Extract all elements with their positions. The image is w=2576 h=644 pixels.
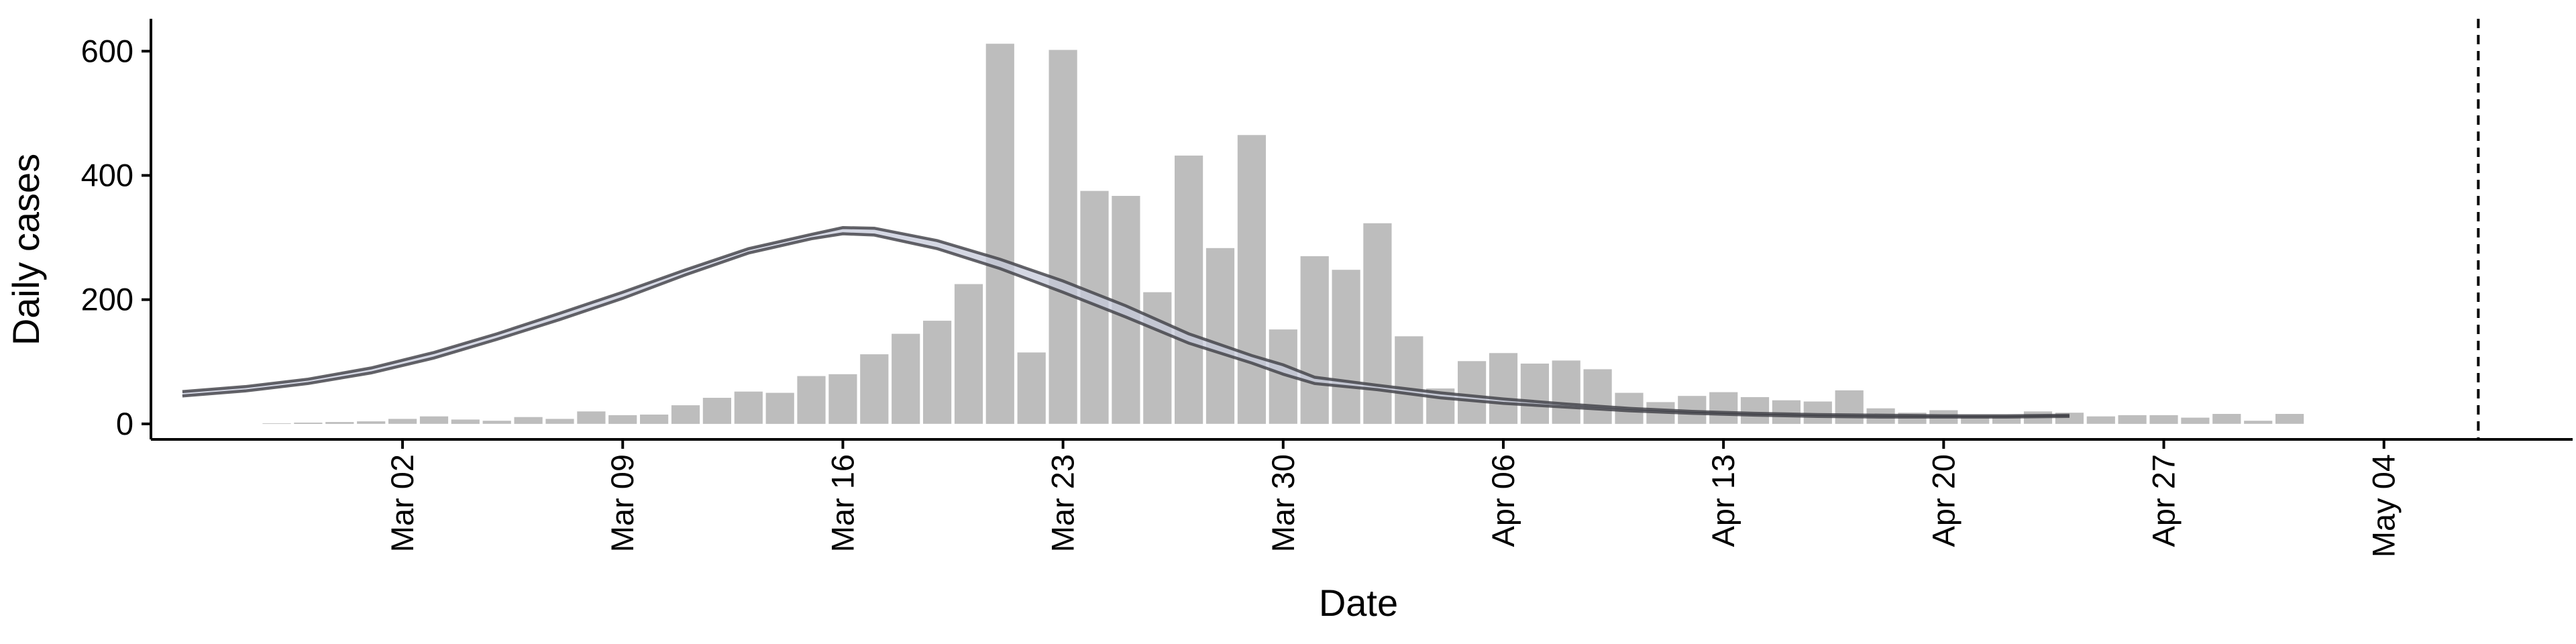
bar (2275, 414, 2304, 424)
bar (734, 391, 763, 424)
bar (2086, 416, 2115, 424)
bar (388, 419, 417, 424)
bar (1489, 353, 1518, 424)
bar (1175, 155, 1203, 424)
bar (294, 423, 323, 424)
bar (765, 392, 794, 424)
bar (828, 374, 857, 424)
x-tick-label: May 04 (2366, 454, 2402, 557)
y-tick-label: 400 (81, 157, 133, 193)
bar (1992, 416, 2021, 424)
bar (640, 415, 669, 424)
bar (954, 284, 983, 424)
bar (1300, 256, 1329, 424)
bar (1583, 369, 1612, 424)
bar (1395, 336, 1424, 424)
bar (325, 422, 354, 424)
bar (545, 419, 574, 424)
x-tick-label: Apr 13 (1705, 454, 1741, 547)
x-tick-label: Apr 20 (1925, 454, 1961, 547)
x-tick-label: Mar 09 (604, 454, 640, 552)
bar (1772, 400, 1801, 424)
bar (514, 417, 543, 424)
x-ticks: Mar 02 Mar 09 Mar 16 Mar 23 Mar 30 Apr 06 Apr … (384, 439, 2402, 557)
y-axis-title: Daily cases (5, 154, 47, 345)
y-tick-label: 0 (116, 406, 133, 441)
fit-curve-layer (182, 226, 2070, 419)
bar (357, 421, 386, 424)
bar (1017, 352, 1046, 424)
x-tick-label: Mar 02 (384, 454, 420, 552)
bar (2244, 421, 2273, 424)
x-tick-label: Mar 23 (1045, 454, 1081, 552)
bars-layer (262, 44, 2304, 424)
bar (702, 398, 731, 424)
bar (1458, 361, 1487, 424)
bar (1049, 50, 1077, 424)
x-tick-label: Mar 16 (824, 454, 860, 552)
bar (451, 419, 480, 424)
bar (985, 44, 1014, 424)
bar (797, 376, 826, 424)
bar (1803, 401, 1832, 424)
y-tick-label: 600 (81, 33, 133, 68)
bar (2118, 415, 2147, 424)
x-tick-label: Apr 06 (1485, 454, 1521, 547)
bar (1237, 135, 1266, 424)
y-ticks: 0 200 400 600 (81, 33, 151, 441)
bar (671, 405, 700, 424)
bar (482, 421, 511, 424)
bar (2212, 414, 2241, 424)
bar (923, 321, 952, 424)
bar (1363, 223, 1392, 424)
fit-lower-line (182, 232, 2070, 419)
bar (608, 415, 637, 424)
bar (860, 354, 889, 424)
bar (1332, 270, 1360, 424)
bar (892, 333, 920, 424)
bar (1961, 416, 1990, 424)
bar (2181, 417, 2210, 424)
bar (1143, 292, 1172, 424)
bar (419, 416, 449, 424)
x-tick-label: Apr 27 (2146, 454, 2182, 547)
bar (577, 411, 606, 424)
bar (1835, 390, 1864, 424)
bar (1552, 360, 1580, 424)
bar (1520, 364, 1549, 424)
bar (1740, 397, 1770, 424)
x-axis-title: Date (1319, 582, 1398, 624)
bar (1205, 248, 1235, 424)
bar (2149, 415, 2178, 424)
y-tick-label: 200 (81, 282, 133, 317)
axes-layer (150, 19, 2573, 441)
bar (1709, 392, 1738, 424)
fit-upper-line (182, 226, 2070, 418)
bar (262, 423, 291, 424)
x-tick-label: Mar 30 (1265, 454, 1301, 552)
